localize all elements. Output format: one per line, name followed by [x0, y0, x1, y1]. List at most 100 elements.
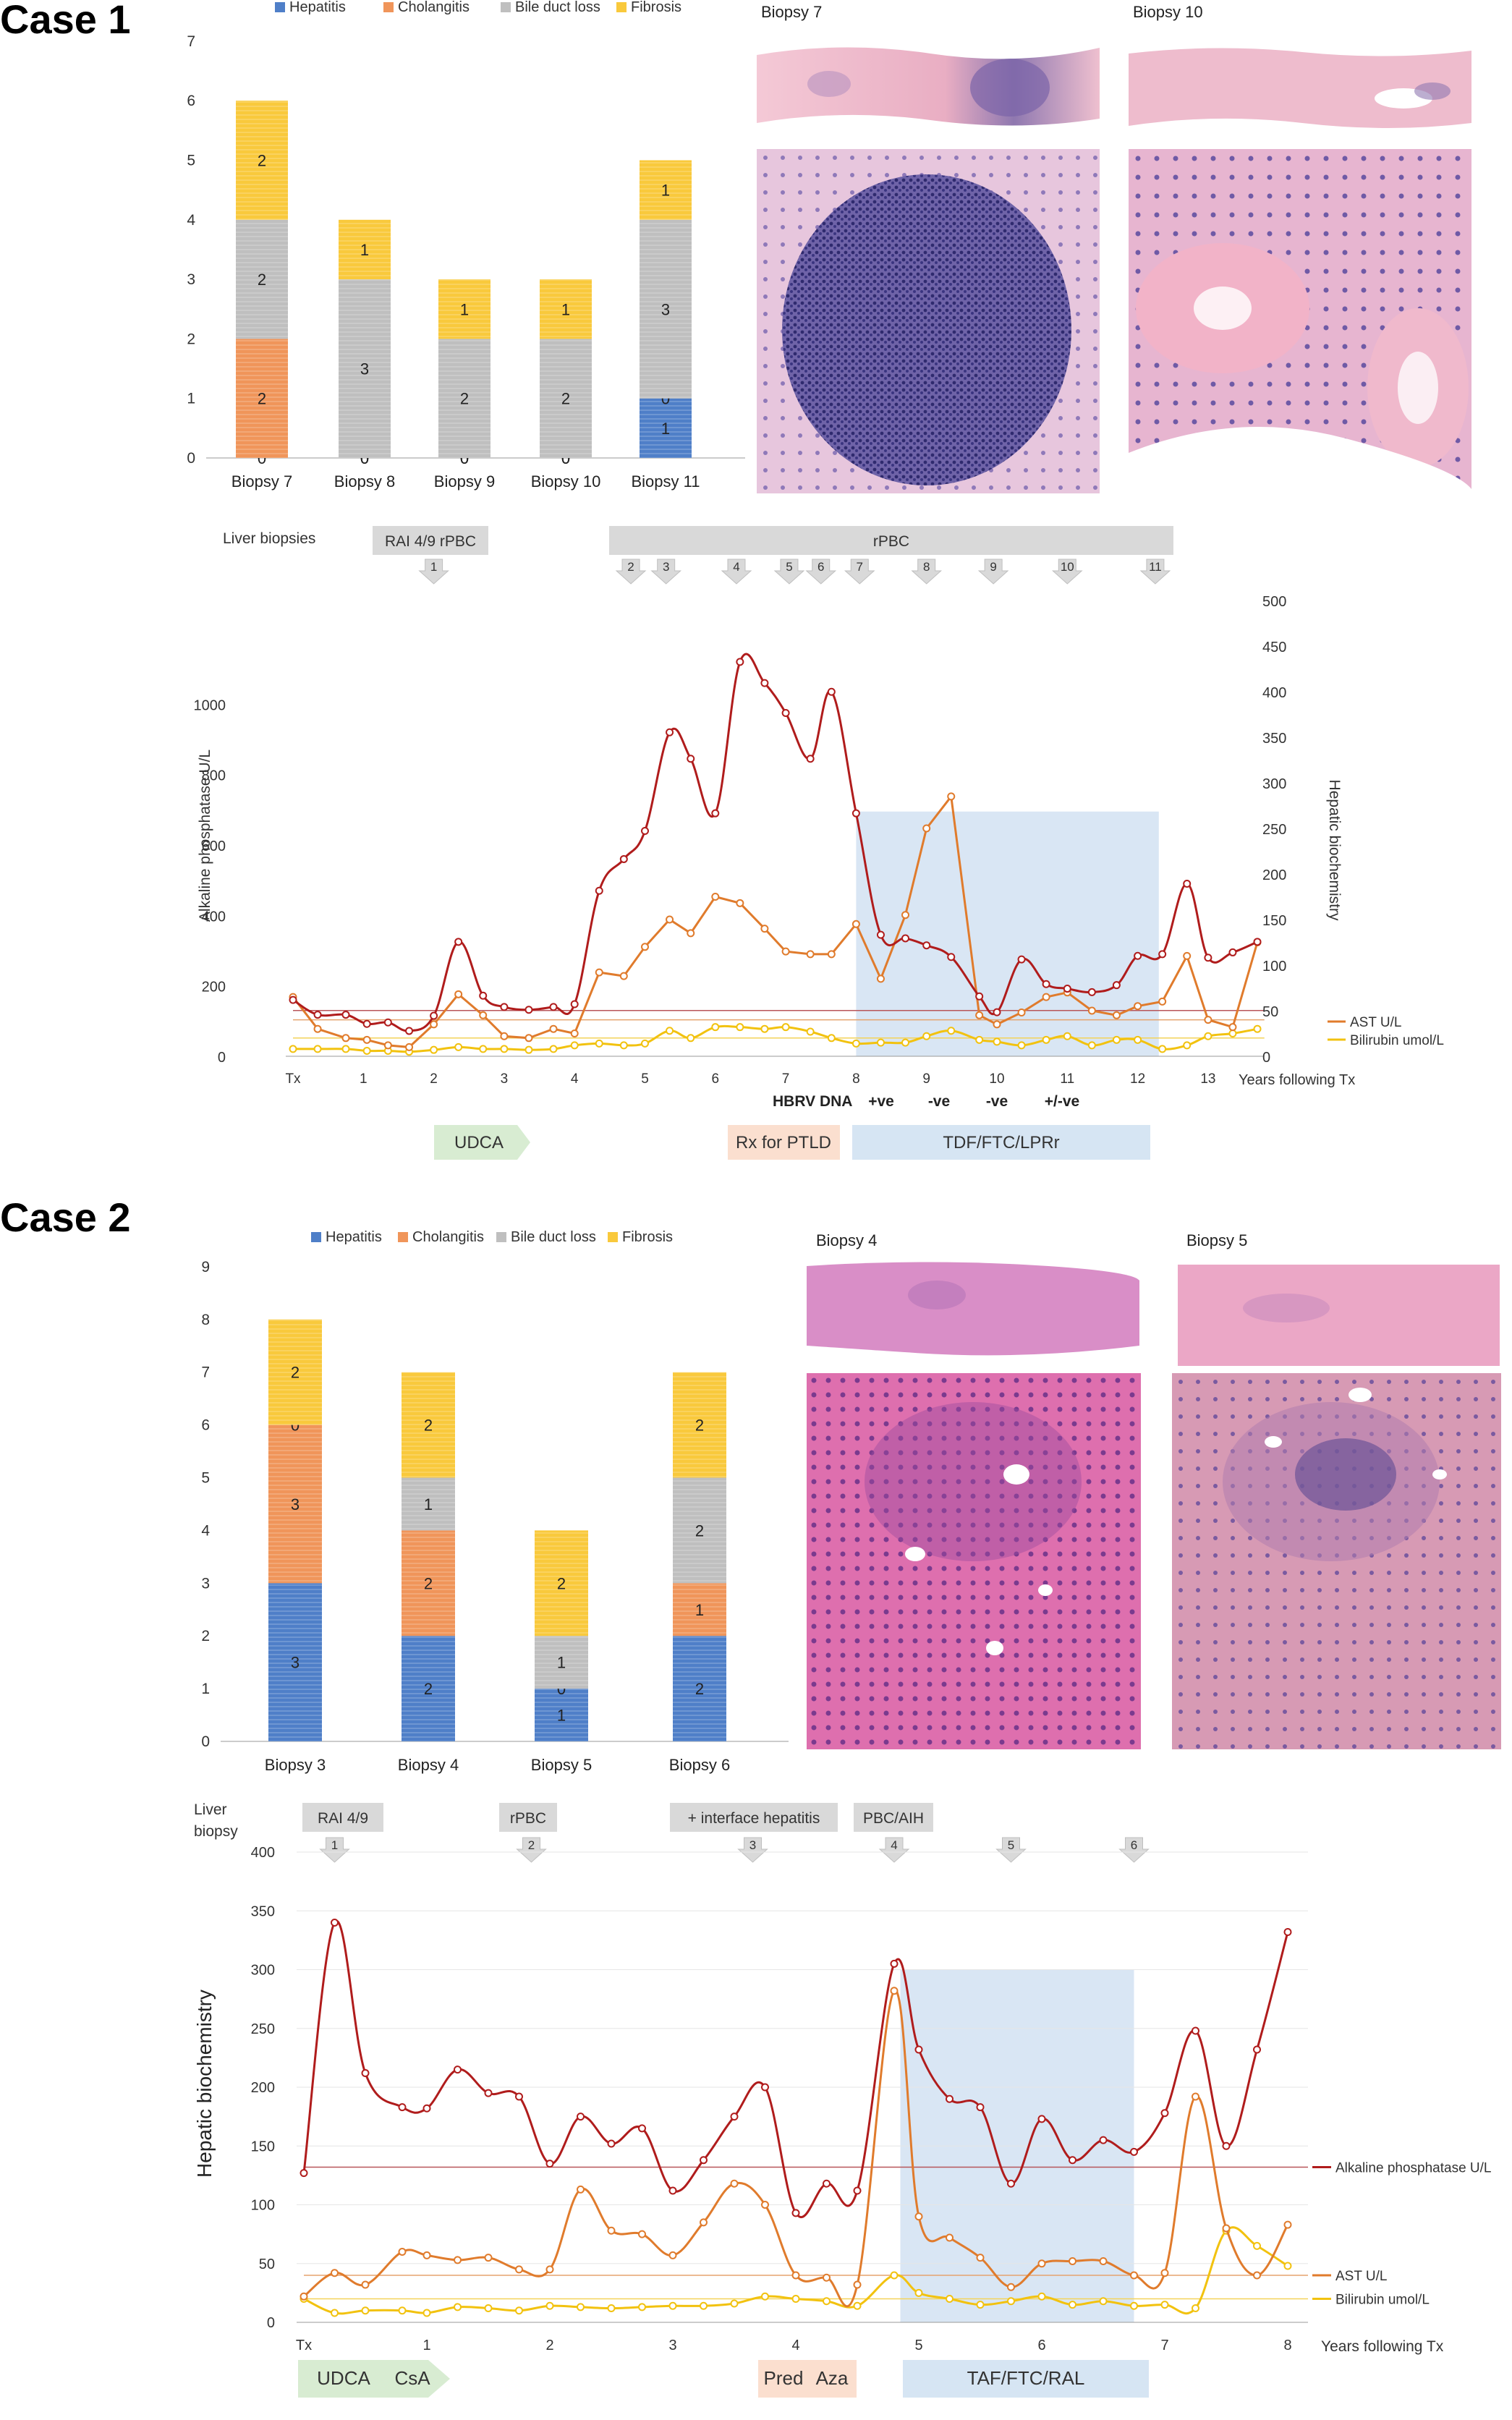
ast-point	[313, 1024, 322, 1033]
bar-segment-cholangitis	[673, 1583, 726, 1636]
y-left-tick: 400	[202, 909, 226, 925]
y-tick-label: 8	[201, 1312, 210, 1328]
ast-point	[454, 990, 463, 998]
alp-point	[454, 938, 463, 946]
y-tick-label: 5	[187, 153, 195, 169]
alp-point	[1017, 955, 1026, 964]
treatment-pred-aza-box	[758, 2360, 857, 2398]
bar-segment-hepatitis	[268, 1583, 322, 1741]
legend-ast: AST U/L	[1350, 1015, 1401, 1030]
ast-point	[781, 947, 790, 956]
bilirubin-point	[500, 1045, 509, 1053]
bar-segment-fibrosis	[268, 1319, 322, 1425]
treatment-udca: UDCA	[317, 2367, 370, 2389]
alp-point	[1222, 2141, 1231, 2150]
ast-point	[331, 2269, 339, 2277]
bilirubin-point	[806, 1027, 815, 1036]
bar-segment-bile-duct-loss	[535, 1636, 588, 1689]
ast-point	[1160, 2269, 1169, 2277]
top-label-span: rPBC	[873, 533, 909, 550]
bilirubin-point	[577, 2303, 585, 2311]
x-tick-label: 8	[852, 1071, 860, 1087]
bilirubin-point	[1042, 1035, 1050, 1044]
ast-point	[300, 2292, 308, 2301]
bar-value-label: 2	[695, 1680, 704, 1698]
y-right-tick: 200	[1262, 867, 1286, 883]
top-label-box-3	[670, 1803, 838, 1832]
case2-bar-chart: Hepatitis Cholangitis Bile duct loss Fibros…	[201, 1229, 789, 1774]
bar-value-label: 3	[291, 1495, 300, 1513]
x-tick-label: 13	[1200, 1071, 1215, 1087]
hbrv-value: +/-ve	[1045, 1093, 1079, 1110]
ast-point	[1130, 2271, 1138, 2280]
y-right-tick: 300	[1262, 776, 1286, 792]
x-tick-label: 1	[422, 2338, 430, 2353]
bar-segment-fibrosis	[535, 1530, 588, 1636]
biopsy-marker-2-arrow	[516, 1837, 547, 1863]
bilirubin-point	[1087, 1041, 1096, 1050]
ast-point	[947, 792, 956, 801]
bar-value-label: 2	[695, 1521, 704, 1540]
case2-photo-right-label: Biopsy 5	[1186, 1231, 1248, 1249]
ast-point	[946, 2233, 954, 2242]
bar-value-label: 2	[561, 390, 570, 408]
ast-point	[1183, 951, 1192, 960]
ast-point	[1112, 1011, 1121, 1019]
ast-point	[405, 1043, 414, 1051]
y-tick-label: 300	[251, 1963, 275, 1979]
biopsy-marker-10-arrow-label: 10	[1061, 560, 1074, 574]
ast-point	[761, 2201, 769, 2209]
bilirubin-point	[1253, 2241, 1261, 2250]
case1-biopsy10-highpower-image	[1129, 149, 1471, 493]
biopsy-marker-5-arrow	[773, 559, 805, 585]
ast-point	[454, 2256, 462, 2264]
alp-point	[1283, 1928, 1292, 1936]
bar-segment-hepatitis	[640, 398, 692, 458]
biopsy-marker-4-arrow	[721, 559, 752, 585]
top-label-1: RAI 4/9	[318, 1810, 368, 1827]
alp-point	[1160, 2109, 1169, 2118]
biopsy-marker-6-arrow	[805, 559, 837, 585]
biopsy-marker-10-arrow	[1051, 559, 1083, 585]
alp-point	[1069, 2156, 1076, 2165]
ast-point	[1222, 2224, 1231, 2233]
bilirubin-point	[730, 2299, 739, 2308]
x-tick-label: 10	[989, 1071, 1004, 1087]
ast-point	[823, 2273, 831, 2282]
bilirubin-point	[362, 1046, 371, 1055]
category-label: Biopsy 10	[531, 472, 601, 491]
y-tick-label: 350	[251, 1903, 275, 1919]
ast-point	[524, 1034, 533, 1043]
ast-point	[853, 2280, 862, 2289]
ast-point	[791, 2271, 800, 2280]
ast-point	[1037, 2259, 1046, 2268]
bilirubin-point	[638, 2303, 646, 2311]
y-tick-label: 0	[187, 450, 195, 467]
bar-segment-bile-duct-loss	[540, 339, 592, 458]
alp-point	[638, 2124, 646, 2133]
ast-point	[736, 899, 744, 907]
bilirubin-point	[922, 1032, 931, 1040]
bilirubin-point	[1099, 2297, 1108, 2306]
top-label-1: RAI 4/9 rPBC	[385, 533, 476, 550]
bar-segment-fibrosis	[540, 279, 592, 339]
y-tick-label: 6	[187, 93, 195, 109]
top-label-3: + interface hepatitis	[688, 1810, 820, 1827]
alp-point	[1253, 938, 1262, 946]
y-right-tick: 400	[1262, 685, 1286, 701]
top-label-2: rPBC	[510, 1810, 546, 1827]
alp-point	[922, 941, 931, 950]
alp-point	[700, 2156, 708, 2165]
x-tick-label: 6	[1037, 2338, 1045, 2353]
bilirubin-point	[1134, 1035, 1142, 1044]
ast-point	[341, 1034, 350, 1043]
legend-label-0: Hepatitis	[326, 1229, 382, 1245]
x-tick-label: 7	[782, 1071, 790, 1087]
y-tick-label: 100	[251, 2198, 275, 2214]
y-tick-label: 0	[201, 1733, 210, 1750]
x-tick-label: 6	[712, 1071, 720, 1087]
y-tick-label: 3	[201, 1575, 210, 1592]
legend-swatch-3	[608, 1232, 618, 1242]
shaded-treatment-window	[856, 811, 1159, 1056]
bilirubin-point	[901, 1038, 910, 1047]
